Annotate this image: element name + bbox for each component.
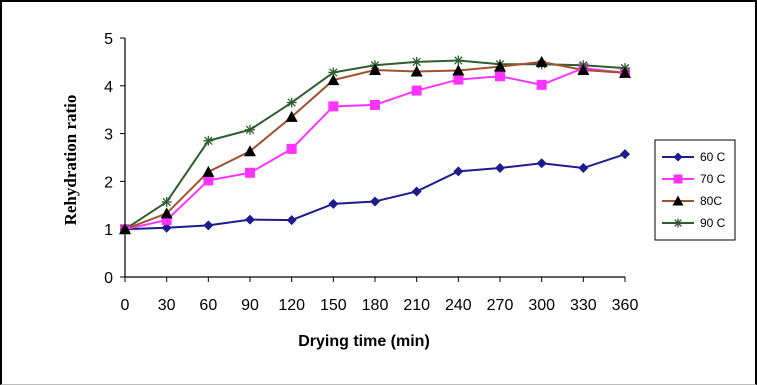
x-tick-label: 210 [403, 297, 430, 314]
data-point [453, 74, 464, 85]
series-group [119, 55, 631, 235]
data-point [577, 64, 590, 76]
data-point [161, 196, 172, 207]
data-point [453, 166, 464, 177]
data-point [411, 186, 422, 197]
data-point [535, 55, 548, 67]
legend-label: 80C [700, 194, 722, 208]
data-point [328, 101, 339, 112]
data-point [203, 135, 214, 146]
x-tick-label: 60 [199, 297, 217, 314]
data-point [370, 99, 380, 110]
x-tick-labels: 0 30 60 90 120 150 180 210 240 270 300 330 360 [121, 297, 639, 314]
data-point [453, 55, 464, 66]
data-point [244, 145, 256, 157]
data-point [411, 56, 422, 67]
y-tick-label: 2 [104, 174, 113, 191]
data-point [286, 97, 297, 108]
x-tick-label: 150 [320, 297, 347, 314]
legend-marker [673, 152, 683, 162]
y-tick-label: 3 [104, 127, 113, 144]
x-tick-label: 270 [487, 297, 514, 314]
x-axis-label: Drying time (min) [298, 333, 430, 350]
series-line [124, 153, 626, 231]
data-point [245, 124, 255, 135]
data-point [494, 60, 506, 72]
x-tick-label: 90 [241, 297, 259, 314]
data-point [328, 198, 339, 209]
data-point [536, 158, 547, 169]
x-tick-label: 240 [445, 297, 472, 314]
y-tick-label: 5 [104, 31, 113, 48]
legend-label: 60 C [700, 150, 726, 164]
data-point [245, 214, 255, 225]
legend-label: 90 C [700, 216, 726, 230]
y-axis-label: Rehydration ratio [61, 95, 80, 226]
legend: 60 C 70 C 80C 90 C [654, 139, 736, 241]
data-point [370, 196, 380, 207]
x-tick-label: 360 [612, 297, 639, 314]
y-tick-label: 4 [104, 79, 113, 96]
x-tick-label: 30 [158, 297, 176, 314]
data-point [495, 163, 505, 174]
data-point [285, 110, 298, 122]
data-point [495, 71, 505, 82]
data-point [369, 64, 381, 76]
legend-marker [672, 195, 684, 206]
legend-marker [673, 174, 683, 184]
legend-label: 70 C [700, 172, 726, 186]
y-tick-label: 1 [104, 222, 113, 239]
x-tick-label: 0 [121, 297, 130, 314]
data-point [245, 167, 255, 178]
y-tick-labels: 0 1 2 3 4 5 [104, 31, 113, 287]
x-tick-label: 180 [362, 297, 389, 314]
legend-marker [673, 218, 683, 228]
y-tick-label: 0 [104, 270, 113, 287]
data-point [203, 220, 214, 231]
data-point [161, 222, 172, 233]
data-point [536, 79, 547, 90]
x-tick-label: 300 [528, 297, 555, 314]
data-point [619, 66, 631, 78]
data-point [578, 163, 589, 174]
data-point [202, 165, 215, 177]
data-point [286, 143, 297, 154]
x-tick-label: 120 [278, 297, 305, 314]
data-point [160, 207, 173, 219]
x-tick-label: 330 [570, 297, 597, 314]
data-point [620, 149, 630, 160]
data-point [119, 223, 131, 235]
data-point [161, 215, 172, 226]
data-point [286, 215, 297, 226]
data-point [327, 74, 340, 86]
data-point [410, 65, 423, 77]
axes [120, 37, 626, 282]
data-point [203, 175, 214, 186]
data-point [411, 85, 422, 96]
data-point [452, 64, 465, 76]
